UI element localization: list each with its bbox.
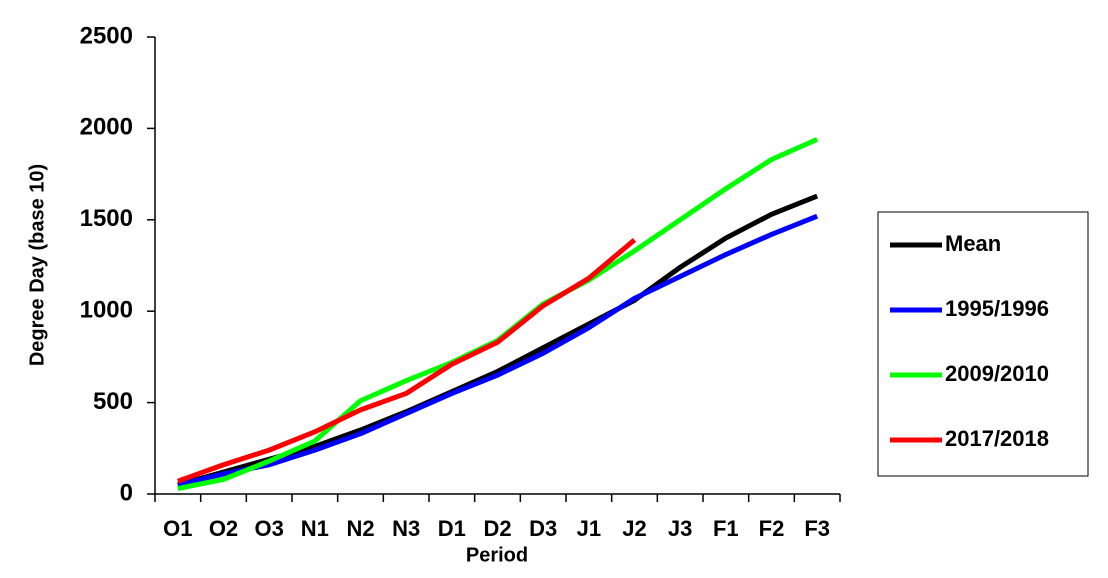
legend-box [877, 211, 1089, 477]
x-tick-label: J2 [622, 516, 646, 541]
legend-label: 2017/2018 [945, 426, 1049, 451]
x-tick-label: F1 [713, 516, 739, 541]
x-tick-label: O2 [209, 516, 238, 541]
y-tick-label: 2000 [80, 114, 133, 141]
x-tick-label: O3 [254, 516, 283, 541]
x-tick-label: J1 [577, 516, 601, 541]
x-axis-label: Period [466, 544, 528, 566]
y-tick-label: 1000 [80, 297, 133, 324]
y-tick-label: 2500 [80, 22, 133, 49]
legend-label: 2009/2010 [945, 361, 1049, 386]
y-axis-label: Degree Day (base 10) [26, 164, 48, 366]
y-tick-label: 0 [120, 479, 133, 506]
x-tick-label: N3 [392, 516, 420, 541]
x-tick-label: O1 [163, 516, 192, 541]
legend-label: 1995/1996 [945, 296, 1049, 321]
series-line [177, 137, 819, 491]
series-line [177, 213, 819, 488]
y-tick-label: 1500 [80, 205, 133, 232]
x-tick-label: D1 [438, 516, 466, 541]
x-tick-label: N2 [346, 516, 374, 541]
x-tick-label: D2 [483, 516, 511, 541]
series-line [176, 237, 637, 484]
x-tick-label: D3 [529, 516, 557, 541]
x-tick-label: F3 [804, 516, 830, 541]
legend-label: Mean [945, 231, 1001, 256]
x-tick-label: J3 [668, 516, 692, 541]
x-tick-label: F2 [759, 516, 785, 541]
x-tick-label: N1 [301, 516, 329, 541]
y-tick-label: 500 [93, 388, 133, 415]
